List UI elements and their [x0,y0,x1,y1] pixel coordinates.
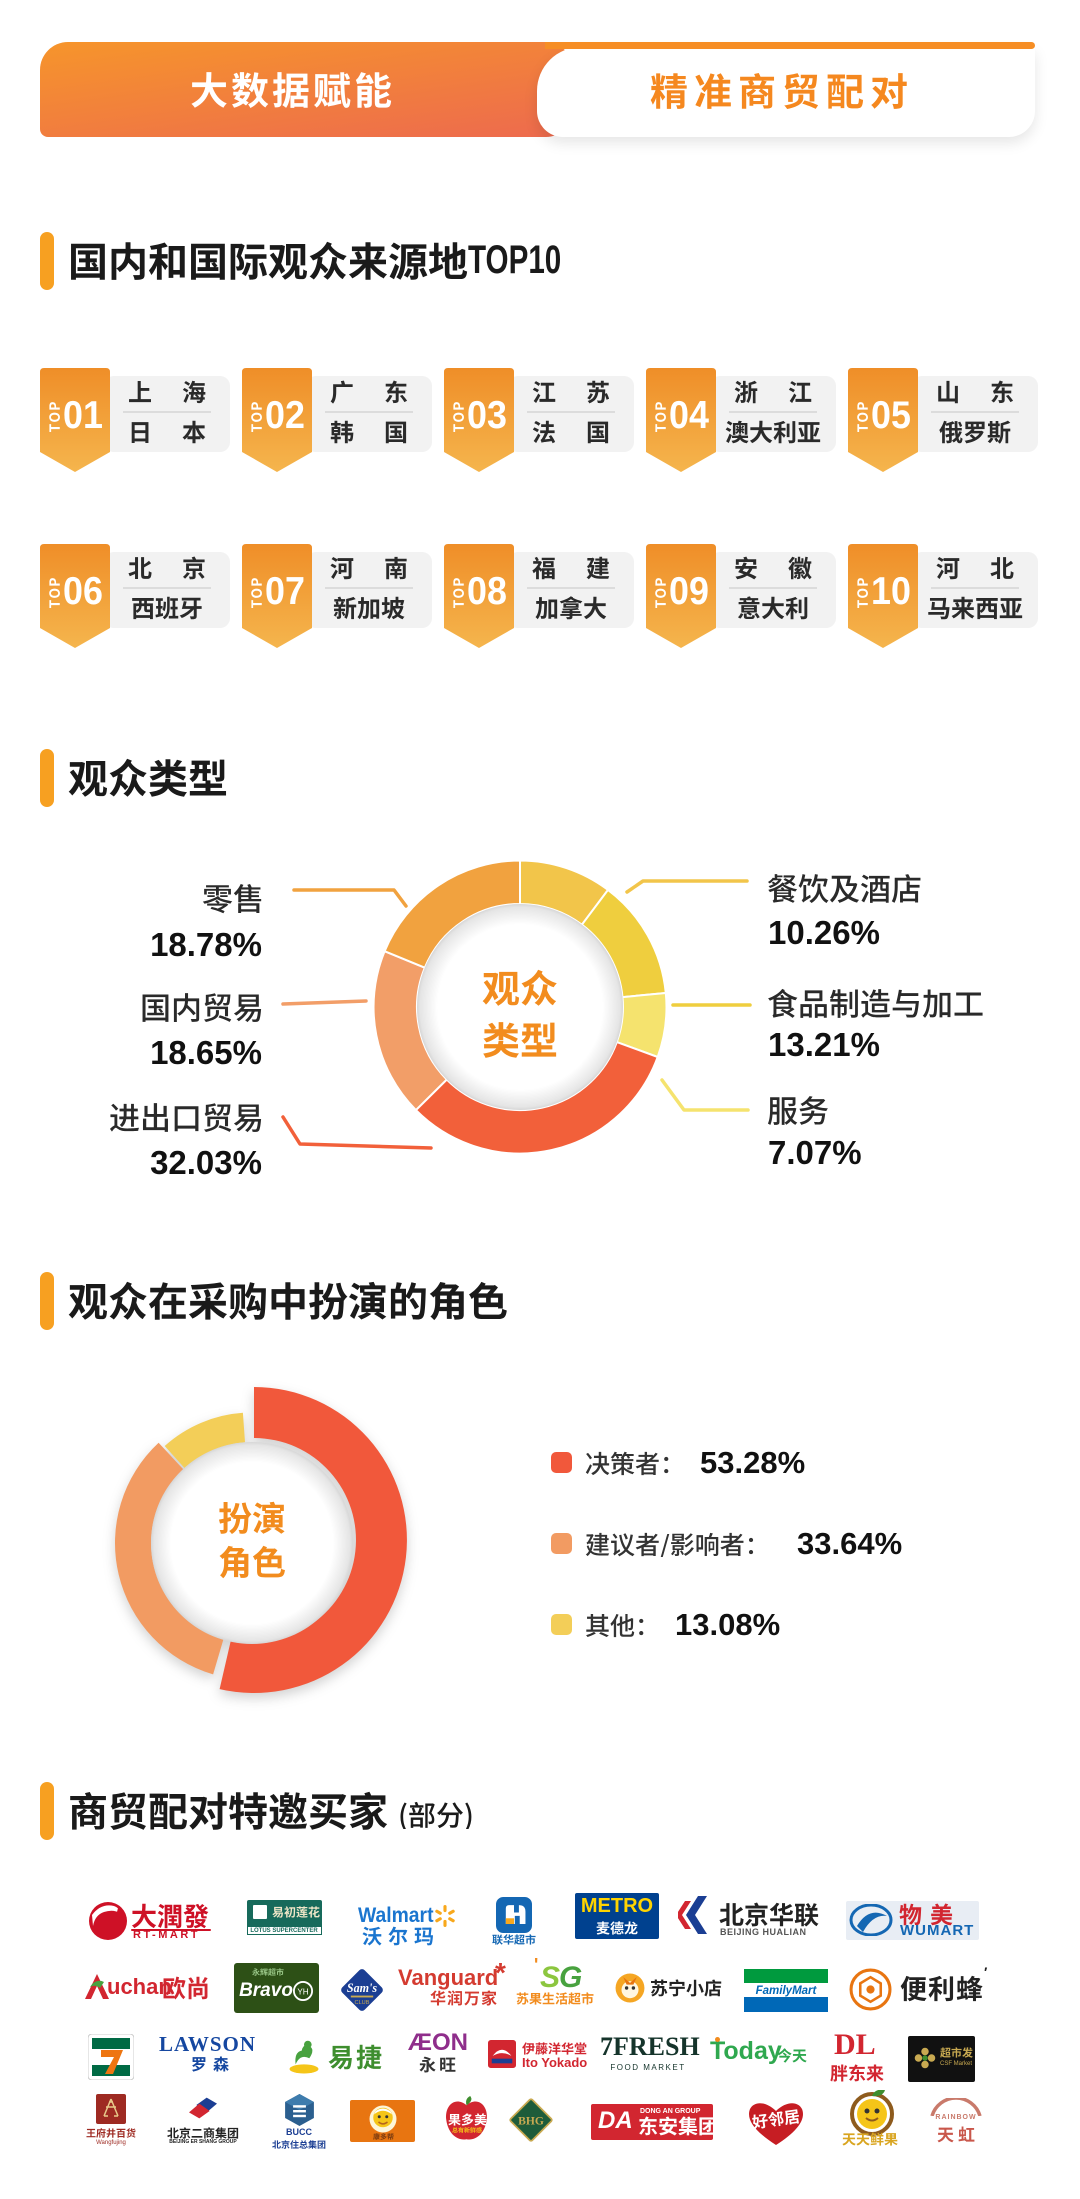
svg-text:BHG: BHG [518,2114,544,2127]
svg-text:FamilyMart: FamilyMart [756,1985,818,1997]
svg-text:CLUB: CLUB [355,2000,370,2006]
svg-text:Sam's: Sam's [347,1981,378,1995]
svg-text:YH: YH [297,1988,308,1997]
